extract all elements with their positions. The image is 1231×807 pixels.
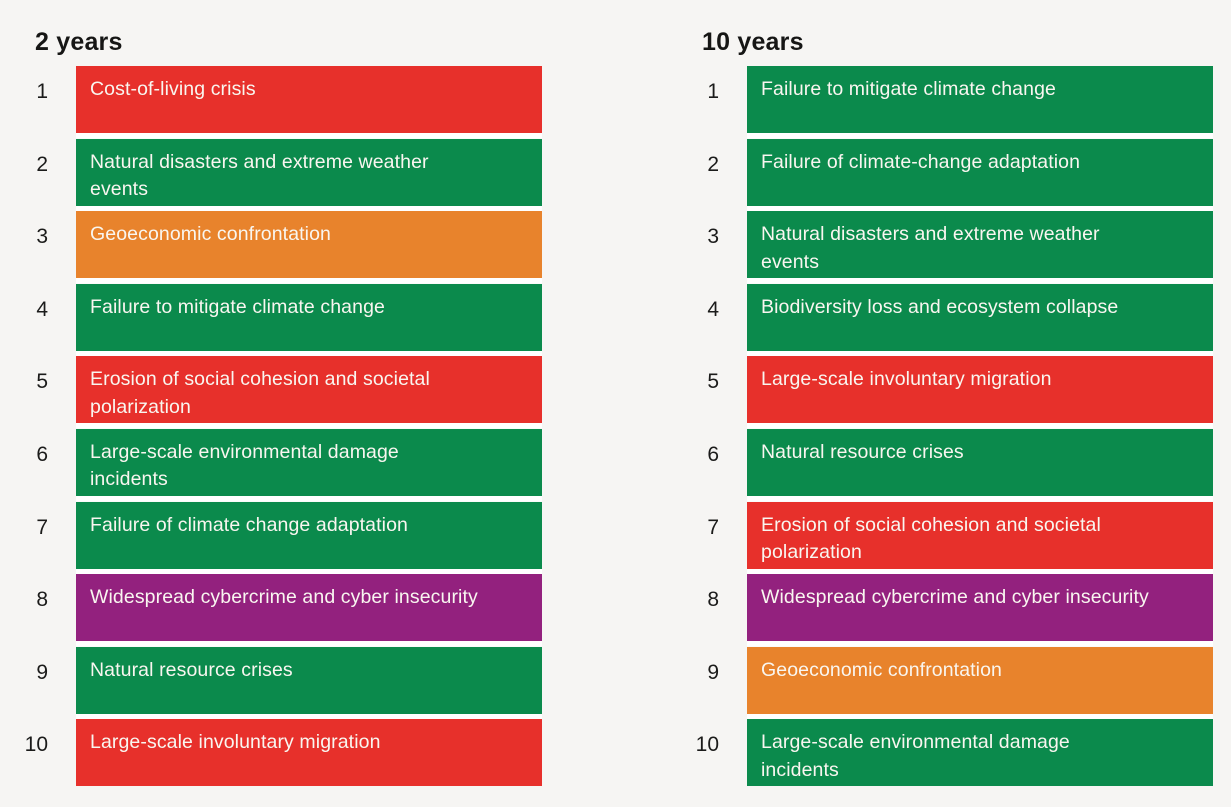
risk-bar-environmental: Failure to mitigate climate change [747,66,1213,133]
risk-bar-technological: Widespread cybercrime and cyber insecuri… [76,574,542,642]
risk-label: Large-scale environmental damage inciden… [90,440,399,491]
risk-label: Erosion of social cohesion and societal … [761,513,1101,564]
risk-bar-environmental: Biodiversity loss and ecosystem collapse [747,283,1213,351]
risk-bar-societal: Erosion of social cohesion and societal … [747,501,1213,569]
risk-label: Natural disasters and extreme weather ev… [90,150,429,201]
risk-label: Geoeconomic confrontation [90,223,331,246]
rank-label: 10 [695,733,719,757]
risk-bar-environmental: Natural resource crises [747,428,1213,496]
risk-row: 8 Widespread cybercrime and cyber insecur… [0,574,542,642]
risk-bar-societal: Large-scale involuntary migration [76,719,542,787]
risk-bar-environmental: Failure of climate change adaptation [76,501,542,569]
risk-row: 1 Failure to mitigate climate change [671,66,1213,133]
risk-row: 4 Biodiversity loss and ecosystem collaps… [671,283,1213,351]
risk-row: 1 Cost-of-living crisis [0,66,542,133]
risk-row: 2 Failure of climate-change adaptation [671,138,1213,206]
risk-row: 7 Erosion of social cohesion and societal… [671,501,1213,569]
risk-row: 9 Natural resource crises [0,646,542,714]
risk-label: Large-scale involuntary migration [761,368,1052,391]
column-10-years: 10 years 1 Failure to mitigate climate ch… [671,0,1213,792]
rank-label: 6 [707,442,719,466]
rank-label: 10 [24,733,48,757]
rank-label: 7 [36,515,48,539]
rank-label: 9 [36,660,48,684]
risk-bar-environmental: Natural disasters and extreme weather ev… [76,138,542,206]
risk-label: Erosion of social cohesion and societal … [90,368,430,418]
rank-label: 5 [36,370,48,394]
rank-label: 4 [707,297,719,321]
rank-label: 3 [36,225,48,249]
rank-label: 9 [707,660,719,684]
risk-label: Natural disasters and extreme weather ev… [761,223,1100,273]
column-title-2-years: 2 years [35,28,123,56]
risk-bar-environmental: Natural disasters and extreme weather ev… [747,211,1213,279]
risk-label: Natural resource crises [90,658,293,681]
risk-bar-environmental: Large-scale environmental damage inciden… [747,719,1213,787]
column-title-10-years: 10 years [702,28,804,56]
risk-label: Large-scale environmental damage inciden… [761,731,1070,781]
risk-row: 5 Erosion of social cohesion and societal… [0,356,542,424]
risk-bar-environmental: Failure to mitigate climate change [76,283,542,351]
risk-bar-environmental: Failure of climate-change adaptation [747,138,1213,206]
risk-bar-technological: Widespread cybercrime and cyber insecuri… [747,574,1213,642]
risk-label: Widespread cybercrime and cyber insecuri… [761,586,1149,609]
risk-label: Large-scale involuntary migration [90,731,381,754]
risk-label: Failure of climate change adaptation [90,513,408,536]
risk-label: Biodiversity loss and ecosystem collapse [761,295,1119,318]
risk-row: 6 Large-scale environmental damage incide… [0,428,542,496]
risk-rows-10-years: 1 Failure to mitigate climate change 2 Fail… [671,66,1213,787]
risk-row: 9 Geoeconomic confrontation [671,646,1213,714]
rank-label: 3 [707,225,719,249]
rank-label: 4 [36,297,48,321]
risk-row: 3 Natural disasters and extreme weather e… [671,211,1213,279]
rank-label: 1 [707,80,719,103]
risk-label: Cost-of-living crisis [90,78,256,100]
rank-label: 2 [36,152,48,176]
column-2-years: 2 years 1 Cost-of-living crisis 2 Natural d… [0,0,542,792]
risk-label: Failure to mitigate climate change [90,295,385,318]
risk-bar-societal: Cost-of-living crisis [76,66,542,133]
risk-bar-environmental: Large-scale environmental damage inciden… [76,428,542,496]
rank-label: 1 [36,80,48,103]
risk-bar-environmental: Natural resource crises [76,646,542,714]
risk-bar-societal: Large-scale involuntary migration [747,356,1213,424]
rank-label: 6 [36,442,48,466]
risk-row: 10 Large-scale environmental damage incid… [671,719,1213,787]
risk-row: 6 Natural resource crises [671,428,1213,496]
risk-bar-geopolitical: Geoeconomic confrontation [747,646,1213,714]
risk-label: Failure to mitigate climate change [761,78,1056,100]
rank-label: 8 [707,588,719,612]
risk-row: 5 Large-scale involuntary migration [671,356,1213,424]
risk-row: 2 Natural disasters and extreme weather e… [0,138,542,206]
rank-label: 8 [36,588,48,612]
risk-bar-societal: Erosion of social cohesion and societal … [76,356,542,424]
risk-label: Geoeconomic confrontation [761,658,1002,681]
risk-label: Widespread cybercrime and cyber insecuri… [90,586,478,609]
rank-label: 7 [707,515,719,539]
risk-row: 7 Failure of climate change adaptation [0,501,542,569]
risk-row: 3 Geoeconomic confrontation [0,211,542,279]
risk-row: 10 Large-scale involuntary migration [0,719,542,787]
risk-label: Natural resource crises [761,440,964,463]
risk-rows-2-years: 1 Cost-of-living crisis 2 Natural disasters… [0,66,542,787]
rank-label: 2 [707,152,719,176]
risk-row: 4 Failure to mitigate climate change [0,283,542,351]
risk-bar-geopolitical: Geoeconomic confrontation [76,211,542,279]
risk-label: Failure of climate-change adaptation [761,150,1081,173]
risk-row: 8 Widespread cybercrime and cyber insecur… [671,574,1213,642]
rank-label: 5 [707,370,719,394]
